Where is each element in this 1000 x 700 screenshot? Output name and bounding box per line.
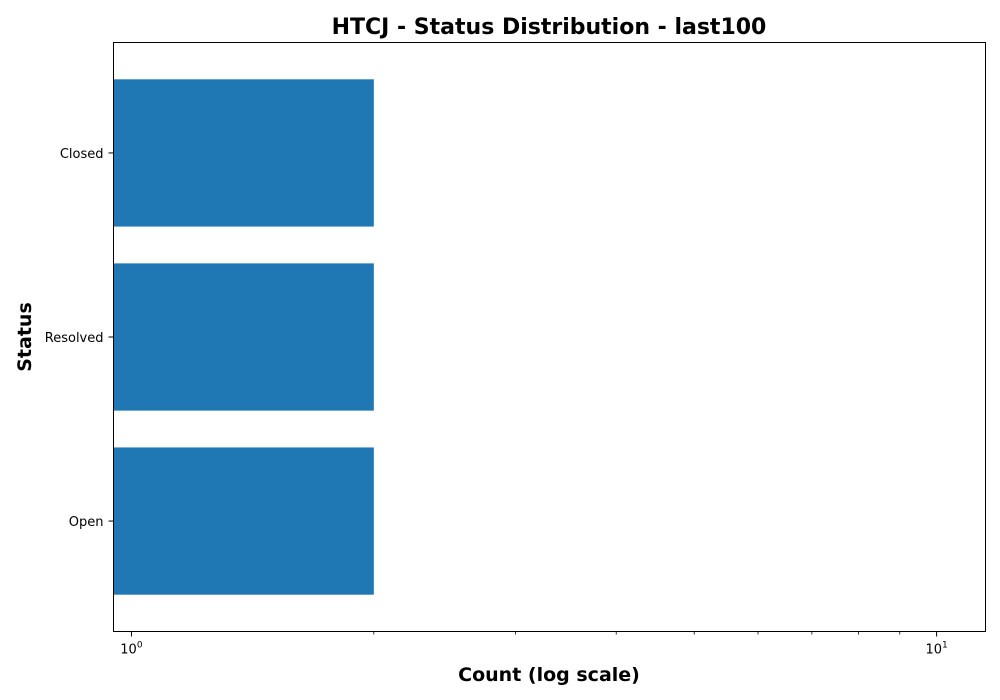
y-tick-label-open: Open xyxy=(69,515,104,530)
x-tick-label: 100 xyxy=(120,641,143,658)
chart-title: HTCJ - Status Distribution - last100 xyxy=(332,15,767,40)
x-axis-label: Count (log scale) xyxy=(458,664,640,686)
y-axis-label: Status xyxy=(14,302,36,372)
x-axis: 100 101 xyxy=(120,631,948,658)
bars-group xyxy=(113,79,374,595)
y-tick-label-resolved: Resolved xyxy=(45,331,104,346)
x-tick-label: 101 xyxy=(925,641,947,658)
bar-resolved xyxy=(113,263,374,411)
y-axis: Open Resolved Closed xyxy=(45,147,114,530)
bar-closed xyxy=(113,79,374,227)
y-tick-label-closed: Closed xyxy=(60,147,104,162)
bar-open xyxy=(113,447,374,595)
